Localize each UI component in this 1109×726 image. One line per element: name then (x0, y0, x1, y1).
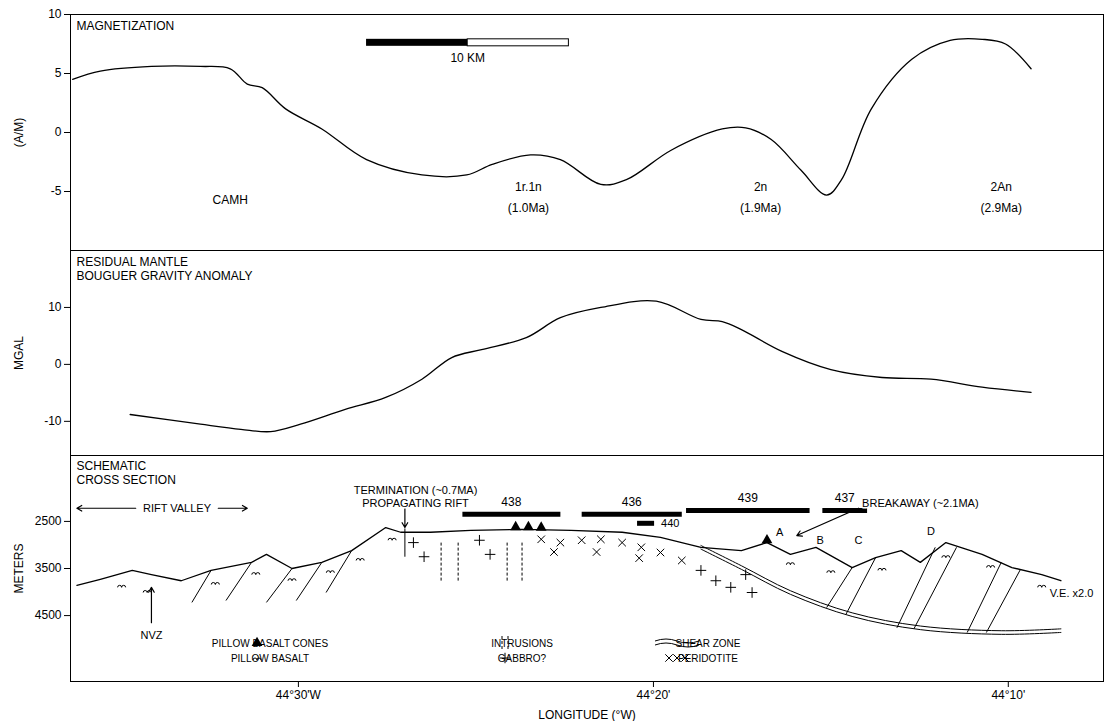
svg-text:(A/M): (A/M) (12, 118, 26, 147)
svg-text:V.E. x2.0: V.E. x2.0 (1050, 587, 1094, 599)
svg-text:44°20': 44°20' (637, 688, 671, 702)
svg-text:2An(2.9Ma): 2An(2.9Ma) (981, 180, 1022, 214)
svg-text:MAGNETIZATION: MAGNETIZATION (77, 19, 175, 33)
svg-text:INTRUSIONS: INTRUSIONS (491, 638, 553, 649)
svg-text:SHEAR ZONE: SHEAR ZONE (675, 638, 740, 649)
svg-text:438: 438 (501, 495, 521, 509)
svg-text:0: 0 (55, 357, 62, 371)
svg-text:BREAKAWAY (~2.1MA): BREAKAWAY (~2.1MA) (862, 497, 978, 509)
svg-text:44°10': 44°10' (991, 688, 1025, 702)
svg-text:4500: 4500 (35, 608, 62, 622)
svg-text:PILLOW BASALT: PILLOW BASALT (231, 653, 309, 664)
svg-text:10: 10 (48, 7, 62, 21)
svg-text:GABBRO?: GABBRO? (498, 653, 547, 664)
svg-text:439: 439 (738, 491, 758, 505)
svg-text:0: 0 (55, 125, 62, 139)
svg-text:MGAL: MGAL (12, 336, 26, 370)
svg-text:RIFT VALLEY: RIFT VALLEY (143, 502, 212, 514)
svg-text:2500: 2500 (35, 514, 62, 528)
svg-text:436: 436 (622, 495, 642, 509)
svg-text:D: D (927, 525, 935, 537)
svg-text:2n(1.9Ma): 2n(1.9Ma) (740, 180, 781, 214)
svg-text:PILLOW BASALT CONES: PILLOW BASALT CONES (212, 638, 329, 649)
svg-text:5: 5 (55, 66, 62, 80)
svg-text:B: B (817, 534, 824, 546)
svg-text:44°30'W: 44°30'W (276, 688, 322, 702)
svg-text:A: A (776, 526, 784, 538)
svg-text:10: 10 (48, 300, 62, 314)
svg-text:-5: -5 (51, 184, 62, 198)
svg-text:LONGITUDE (°W): LONGITUDE (°W) (538, 708, 635, 722)
svg-text:PERIDOTITE: PERIDOTITE (678, 653, 738, 664)
svg-text:-10: -10 (44, 414, 62, 428)
svg-text:NVZ: NVZ (140, 629, 162, 641)
svg-text:TERMINATION (~0.7MA)PROPAGATIN: TERMINATION (~0.7MA)PROPAGATING RIFT (354, 484, 478, 509)
svg-text:METERS: METERS (12, 543, 26, 593)
svg-text:RESIDUAL MANTLEBOUGUER GRAVITY: RESIDUAL MANTLEBOUGUER GRAVITY ANOMALY (77, 255, 253, 283)
svg-text:1r.1n(1.0Ma): 1r.1n(1.0Ma) (508, 180, 549, 214)
svg-text:C: C (855, 534, 863, 546)
svg-text:437: 437 (835, 491, 855, 505)
svg-text:CAMH: CAMH (213, 193, 248, 207)
svg-text:10 KM: 10 KM (450, 51, 485, 65)
svg-text:440: 440 (661, 517, 679, 529)
svg-text:SCHEMATICCROSS SECTION: SCHEMATICCROSS SECTION (77, 459, 176, 487)
svg-text:3500: 3500 (35, 561, 62, 575)
